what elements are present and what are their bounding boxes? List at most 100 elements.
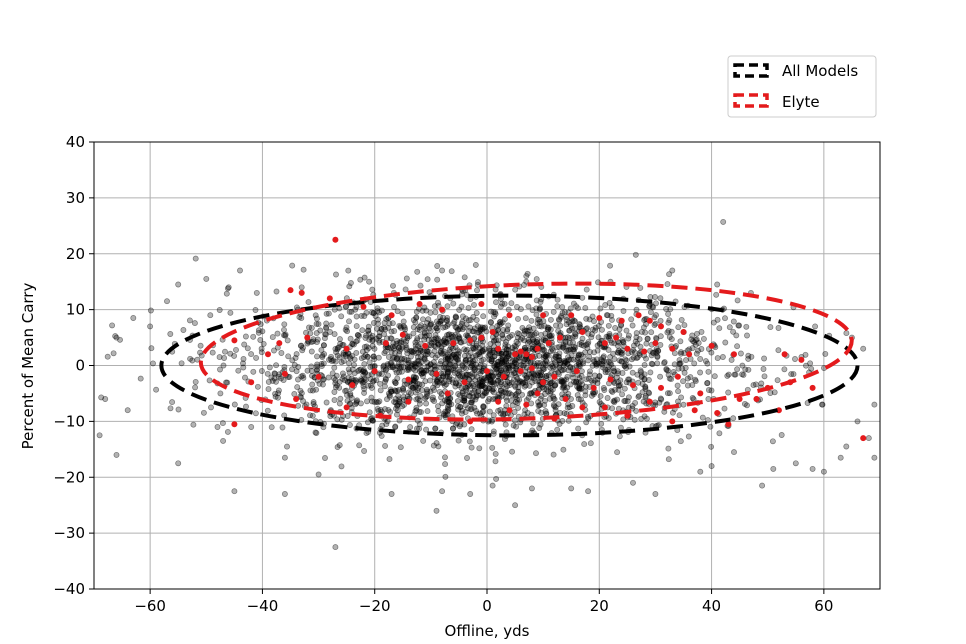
elyte-point (596, 315, 603, 321)
all-models-point (352, 306, 359, 313)
all-models-point (512, 383, 519, 390)
elyte-point (652, 340, 659, 347)
all-models-point (430, 394, 436, 401)
all-models-point (289, 366, 295, 373)
elyte-point (630, 382, 636, 389)
all-models-point (444, 332, 451, 339)
all-models-point (582, 349, 589, 356)
all-models-point (605, 346, 612, 353)
all-models-point (364, 398, 370, 405)
all-models-point (417, 333, 424, 340)
all-models-point (392, 388, 399, 395)
all-models-point (628, 316, 635, 323)
all-models-point (394, 388, 401, 394)
all-models-point (192, 255, 199, 262)
all-models-point (871, 401, 878, 408)
all-models-point (435, 403, 441, 410)
all-models-point (169, 399, 176, 406)
all-models-point (579, 335, 586, 342)
all-models-point (442, 412, 449, 419)
all-models-point (392, 423, 399, 430)
x-axis-label: Offline, yds (445, 622, 530, 640)
all-models-point (438, 317, 445, 324)
all-models-point (359, 348, 366, 355)
elyte-point (523, 401, 530, 408)
all-models-point (265, 378, 272, 385)
all-models-point (512, 399, 519, 406)
all-models-point (214, 424, 221, 430)
all-models-point (346, 360, 352, 367)
y-tick-label: 10 (66, 301, 85, 319)
all-models-point (515, 404, 522, 411)
all-models-point (331, 389, 338, 395)
all-models-point (641, 362, 648, 368)
all-models-point (381, 319, 388, 326)
all-models-point (547, 348, 554, 355)
all-models-point (647, 369, 654, 376)
all-models-point (547, 378, 554, 385)
all-models-point (113, 334, 120, 341)
all-models-point (455, 403, 461, 410)
all-models-point (560, 379, 567, 386)
all-models-point (657, 373, 664, 380)
all-models-point (441, 397, 448, 404)
all-models-point (512, 502, 519, 509)
all-models-point (403, 344, 410, 351)
all-models-point (551, 396, 558, 403)
all-models-point (530, 336, 537, 343)
all-models-point (477, 370, 484, 377)
all-models-point (761, 373, 768, 380)
all-models-point (575, 425, 582, 432)
all-models-point (620, 308, 627, 314)
all-models-point (369, 343, 376, 349)
all-models-point (854, 418, 861, 425)
all-models-point (592, 360, 599, 367)
all-models-point (315, 321, 322, 328)
all-models-point (424, 319, 431, 326)
all-models-point (575, 352, 582, 359)
all-models-point (180, 327, 187, 333)
all-models-point (474, 287, 480, 294)
all-models-point (424, 351, 431, 357)
all-models-point (607, 337, 614, 344)
all-models-point (569, 318, 576, 325)
all-models-points (96, 218, 878, 551)
all-models-point (583, 376, 590, 383)
all-models-point (334, 346, 341, 353)
all-models-point (604, 369, 611, 375)
all-models-point (542, 391, 548, 397)
all-models-point (363, 343, 370, 350)
all-models-point (468, 444, 475, 451)
all-models-point (640, 398, 647, 405)
all-models-point (357, 366, 364, 373)
all-models-point (629, 402, 636, 409)
all-models-point (807, 360, 814, 367)
all-models-point (473, 392, 480, 399)
all-models-point (618, 358, 625, 365)
all-models-point (595, 323, 602, 329)
all-models-point (266, 364, 273, 371)
all-models-point (561, 358, 568, 364)
all-models-point (646, 303, 653, 310)
all-models-point (506, 390, 513, 397)
all-models-point (767, 324, 774, 331)
all-models-point (633, 306, 640, 313)
all-models-point (208, 404, 214, 411)
all-models-point (525, 303, 532, 310)
all-models-point (778, 432, 785, 438)
all-models-point (445, 351, 452, 358)
all-models-point (597, 393, 604, 400)
all-models-point (419, 307, 426, 314)
all-models-point (476, 345, 483, 352)
all-models-point (481, 390, 488, 397)
all-models-point (402, 286, 409, 293)
all-models-point (471, 387, 478, 394)
all-models-point (588, 331, 595, 338)
all-models-point (509, 448, 516, 455)
all-models-point (460, 392, 467, 399)
all-models-point (431, 336, 438, 343)
all-models-point (423, 393, 429, 400)
all-models-point (275, 390, 282, 397)
all-models-point (356, 332, 363, 339)
all-models-point (489, 373, 496, 380)
